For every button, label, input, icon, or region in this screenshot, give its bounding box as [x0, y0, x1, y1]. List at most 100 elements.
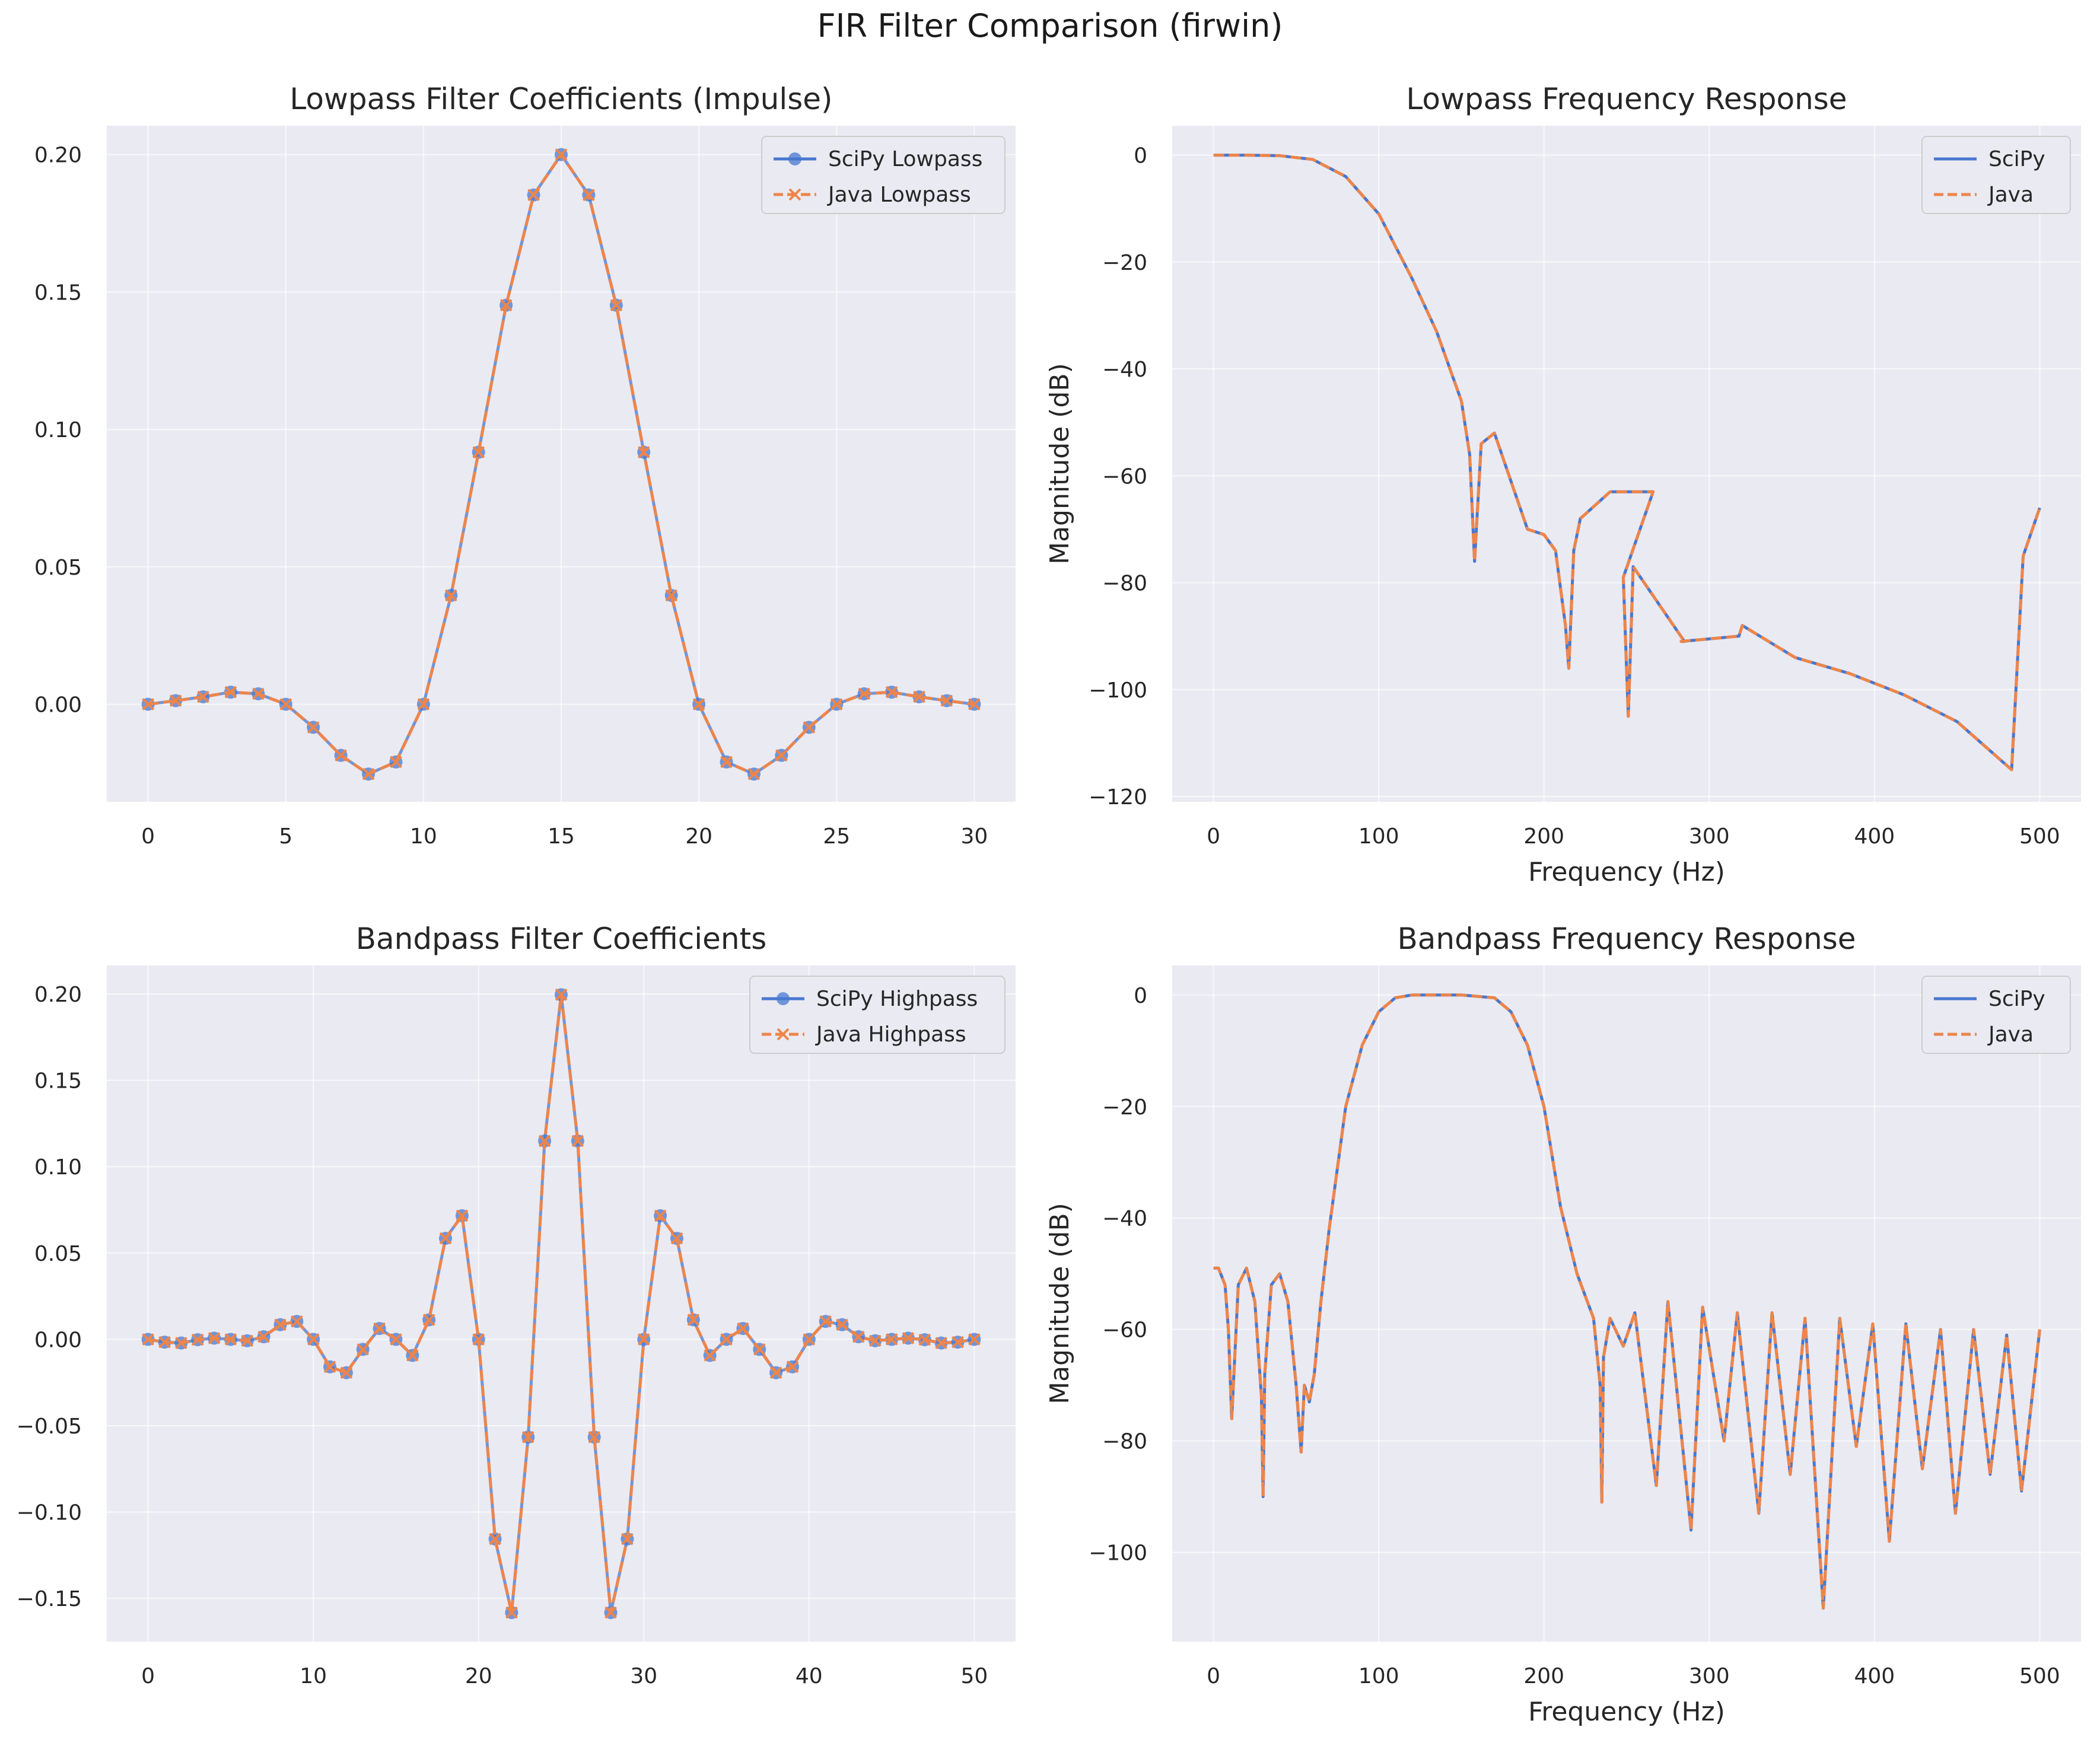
data-point-java-highpass — [836, 1318, 848, 1331]
x-tick-label: 0 — [141, 824, 155, 849]
x-tick-label: 100 — [1358, 1664, 1399, 1688]
y-tick-label: 0 — [1134, 144, 1147, 168]
y-tick-label: 0.20 — [34, 983, 82, 1007]
data-point-java-lowpass — [527, 189, 540, 202]
data-point-java-lowpass — [610, 299, 623, 312]
data-point-java-highpass — [769, 1366, 782, 1379]
y-tick-label: −20 — [1102, 1095, 1147, 1120]
y-tick-label: 0.20 — [34, 144, 82, 168]
data-point-java-highpass — [290, 1315, 303, 1328]
legend-label: Java — [1987, 183, 2034, 207]
data-point-java-highpass — [357, 1343, 370, 1356]
data-point-java-highpass — [521, 1430, 534, 1444]
legend-box — [749, 976, 1006, 1054]
data-point-java-highpass — [555, 988, 568, 1001]
data-point-java-highpass — [968, 1333, 981, 1346]
data-point-java-highpass — [786, 1360, 799, 1374]
legend-marker — [788, 188, 801, 201]
x-tick-label: 200 — [1523, 1664, 1564, 1688]
data-point-java-lowpass — [307, 721, 320, 734]
y-tick-label: 0.00 — [34, 693, 82, 717]
data-point-java-lowpass — [142, 698, 155, 710]
x-tick-label: 5 — [279, 824, 292, 849]
y-tick-label: −100 — [1089, 1541, 1147, 1566]
y-tick-label: −60 — [1102, 464, 1147, 489]
data-point-java-highpass — [142, 1333, 155, 1346]
x-tick-label: 25 — [823, 824, 850, 849]
data-point-java-lowpass — [747, 767, 761, 780]
data-point-java-highpass — [588, 1430, 601, 1444]
data-point-java-lowpass — [583, 189, 595, 202]
legend-marker — [777, 1028, 790, 1041]
data-point-java-lowpass — [197, 690, 209, 703]
data-point-java-highpass — [736, 1322, 749, 1335]
data-point-java-lowpass — [913, 690, 925, 703]
data-point-java-highpass — [654, 1209, 667, 1222]
data-point-java-lowpass — [444, 589, 457, 602]
data-point-java-highpass — [390, 1333, 402, 1346]
y-tick-label: −0.05 — [17, 1414, 82, 1439]
x-tick-label: 0 — [141, 1664, 155, 1688]
data-point-java-highpass — [885, 1333, 898, 1346]
y-tick-label: 0.00 — [34, 1328, 82, 1352]
data-point-java-highpass — [422, 1314, 435, 1326]
data-point-java-highpass — [323, 1360, 336, 1374]
data-point-java-highpass — [704, 1349, 717, 1362]
x-tick-label: 400 — [1854, 824, 1895, 849]
data-point-java-lowpass — [335, 749, 348, 762]
data-point-java-lowpass — [885, 686, 898, 699]
legend-marker — [788, 152, 801, 165]
data-point-java-highpass — [241, 1334, 254, 1347]
y-tick-label: −40 — [1102, 1207, 1147, 1231]
data-point-java-highpass — [753, 1343, 766, 1356]
data-point-java-highpass — [406, 1349, 419, 1362]
data-point-java-highpass — [472, 1333, 485, 1346]
panel-lowpass-frequency-response: 0 100 200 300 400 500 0 −20 −40 −60 −80 −100 −120 Low… — [1045, 82, 2081, 887]
data-point-java-lowpass — [555, 148, 568, 161]
legend-marker — [777, 992, 790, 1005]
x-axis-label: Frequency (Hz) — [1528, 857, 1725, 887]
plot-background — [107, 965, 1016, 1642]
data-point-java-highpass — [571, 1135, 584, 1148]
data-point-java-highpass — [852, 1330, 865, 1343]
y-axis-label: Magnitude (dB) — [1045, 363, 1075, 565]
data-point-java-lowpass — [279, 698, 292, 710]
x-tick-label: 20 — [465, 1664, 492, 1688]
data-point-java-highpass — [952, 1336, 964, 1349]
legend-label: Java Lowpass — [827, 183, 971, 207]
data-point-java-highpass — [819, 1315, 832, 1328]
data-point-java-highpass — [158, 1336, 171, 1349]
data-point-java-lowpass — [224, 686, 237, 699]
x-tick-label: 500 — [2019, 824, 2060, 849]
data-point-java-highpass — [257, 1330, 271, 1343]
data-point-java-highpass — [505, 1606, 518, 1619]
data-point-java-highpass — [902, 1331, 915, 1344]
y-tick-label: −100 — [1089, 678, 1147, 703]
legend-box — [761, 136, 1006, 214]
legend-label: SciPy Lowpass — [828, 147, 982, 171]
data-point-java-lowpass — [830, 698, 843, 710]
plot-background — [1172, 965, 2081, 1642]
y-tick-label: 0.05 — [34, 1242, 82, 1266]
y-tick-label: −0.10 — [17, 1501, 82, 1525]
axes-title: Lowpass Frequency Response — [1406, 82, 1847, 116]
data-point-java-lowpass — [169, 694, 182, 707]
y-axis-label: Magnitude (dB) — [1045, 1203, 1075, 1404]
y-tick-label: −120 — [1089, 785, 1147, 810]
panel-bandpass-frequency-response: 0 100 200 300 400 500 0 −20 −40 −60 −80 −100 Bandpas… — [1045, 922, 2081, 1727]
x-tick-label: 200 — [1523, 824, 1564, 849]
axes-title: Bandpass Frequency Response — [1397, 922, 1856, 956]
x-tick-label: 30 — [960, 824, 988, 849]
data-point-java-highpass — [439, 1232, 452, 1245]
data-point-java-lowpass — [637, 446, 650, 458]
x-tick-label: 300 — [1689, 1664, 1730, 1688]
data-point-java-highpass — [803, 1333, 816, 1346]
data-point-java-lowpass — [968, 698, 981, 710]
figure-suptitle: FIR Filter Comparison (firwin) — [817, 7, 1283, 44]
data-point-java-highpass — [918, 1333, 931, 1346]
data-point-java-highpass — [621, 1532, 634, 1546]
data-point-java-highpass — [868, 1334, 882, 1347]
data-point-java-highpass — [489, 1532, 501, 1546]
axes-title: Bandpass Filter Coefficients — [356, 922, 767, 956]
